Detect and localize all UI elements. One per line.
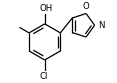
Text: N: N: [98, 21, 105, 30]
Text: O: O: [83, 2, 89, 11]
Text: Cl: Cl: [40, 72, 48, 81]
Text: OH: OH: [39, 4, 52, 13]
